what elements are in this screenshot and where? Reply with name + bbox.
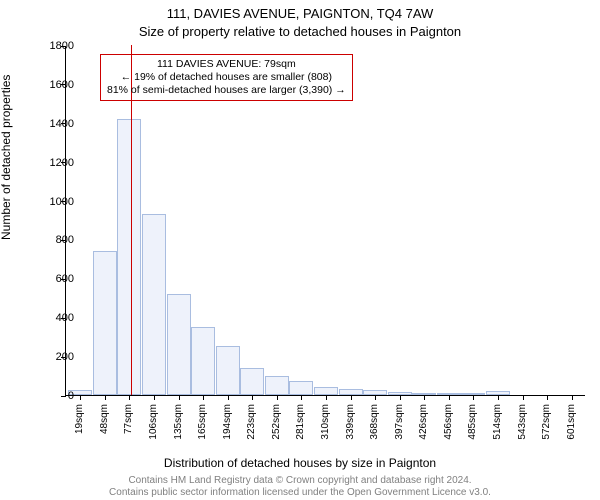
ytick-label: 200 — [56, 351, 74, 363]
xtick-mark — [301, 395, 302, 400]
histogram-bar — [240, 368, 264, 395]
ytick-label: 400 — [56, 312, 74, 324]
title-main: 111, DAVIES AVENUE, PAIGNTON, TQ4 7AW — [0, 6, 600, 21]
ytick-label: 1000 — [50, 196, 74, 208]
title-sub: Size of property relative to detached ho… — [0, 24, 600, 39]
xtick-mark — [523, 395, 524, 400]
xtick-mark — [449, 395, 450, 400]
ytick-label: 1200 — [50, 157, 74, 169]
xtick-mark — [129, 395, 130, 400]
histogram-bar — [191, 327, 215, 395]
xtick-mark — [547, 395, 548, 400]
ytick-label: 800 — [56, 234, 74, 246]
ytick-label: 1600 — [50, 79, 74, 91]
xtick-mark — [179, 395, 180, 400]
xtick-mark — [252, 395, 253, 400]
xtick-mark — [351, 395, 352, 400]
y-axis-label: Number of detached properties — [0, 75, 13, 240]
ytick-label: 1800 — [50, 40, 74, 52]
xtick-mark — [473, 395, 474, 400]
x-axis-label: Distribution of detached houses by size … — [0, 456, 600, 470]
histogram-bar — [117, 119, 141, 395]
xtick-mark — [400, 395, 401, 400]
footer-line-2: Contains public sector information licen… — [0, 487, 600, 498]
annotation-line: ← 19% of detached houses are smaller (80… — [107, 71, 346, 84]
footer-line-1: Contains HM Land Registry data © Crown c… — [0, 475, 600, 486]
ytick-mark — [61, 396, 66, 397]
ytick-label: 600 — [56, 273, 74, 285]
ytick-label: 1400 — [50, 118, 74, 130]
xtick-mark — [326, 395, 327, 400]
xtick-mark — [203, 395, 204, 400]
xtick-mark — [498, 395, 499, 400]
xtick-mark — [424, 395, 425, 400]
histogram-bar — [289, 381, 313, 395]
histogram-bar — [167, 294, 191, 395]
ytick-label: 0 — [68, 390, 74, 402]
histogram-bar — [265, 376, 289, 395]
xtick-mark — [105, 395, 106, 400]
annotation-line: 81% of semi-detached houses are larger (… — [107, 84, 346, 97]
histogram-bar — [142, 214, 166, 395]
xtick-mark — [80, 395, 81, 400]
xtick-mark — [228, 395, 229, 400]
annotation-line: 111 DAVIES AVENUE: 79sqm — [107, 58, 346, 71]
xtick-mark — [375, 395, 376, 400]
annotation-box: 111 DAVIES AVENUE: 79sqm← 19% of detache… — [100, 54, 353, 101]
xtick-mark — [572, 395, 573, 400]
histogram-bar — [93, 251, 117, 395]
xtick-mark — [154, 395, 155, 400]
chart-container: 111, DAVIES AVENUE, PAIGNTON, TQ4 7AW Si… — [0, 0, 600, 500]
histogram-bar — [216, 346, 240, 395]
xtick-mark — [277, 395, 278, 400]
histogram-bar — [314, 387, 338, 395]
plot-area: 111 DAVIES AVENUE: 79sqm← 19% of detache… — [65, 46, 585, 396]
